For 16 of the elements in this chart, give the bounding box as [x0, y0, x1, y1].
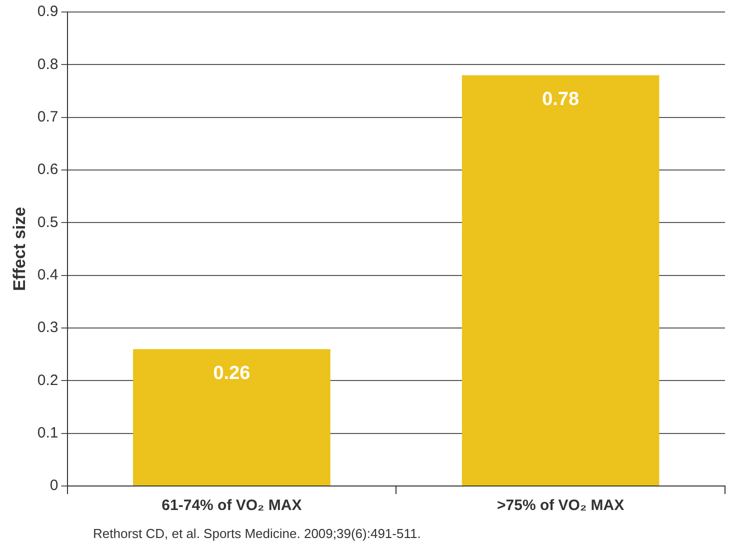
x-tick-label: 61-74% of VO₂ MAX [162, 497, 302, 514]
text: Rethorst CD, et al. Sports Medicine. 2009;39(6):491-511. [93, 526, 421, 541]
y-tick-label: 0.4 [37, 266, 58, 284]
y-axis-title: Effect size [10, 206, 29, 292]
y-tick-label: 0.1 [37, 424, 58, 442]
data-label: 0.78 [542, 88, 580, 110]
y-tick-label: 0.6 [37, 161, 58, 178]
x-tick-label: >75% of VO₂ MAX [497, 497, 624, 514]
data-label: 0.26 [213, 362, 250, 384]
y-tick-label: 0.7 [37, 108, 58, 126]
y-tick-label: 0.5 [37, 214, 58, 231]
y-tick-label: 0 [50, 477, 58, 494]
y-tick-label: 0.2 [37, 372, 58, 389]
y-tick-label: 0.8 [37, 56, 58, 73]
y-tick-label: 0.9 [37, 3, 58, 20]
y-tick-label: 0.3 [37, 319, 58, 336]
